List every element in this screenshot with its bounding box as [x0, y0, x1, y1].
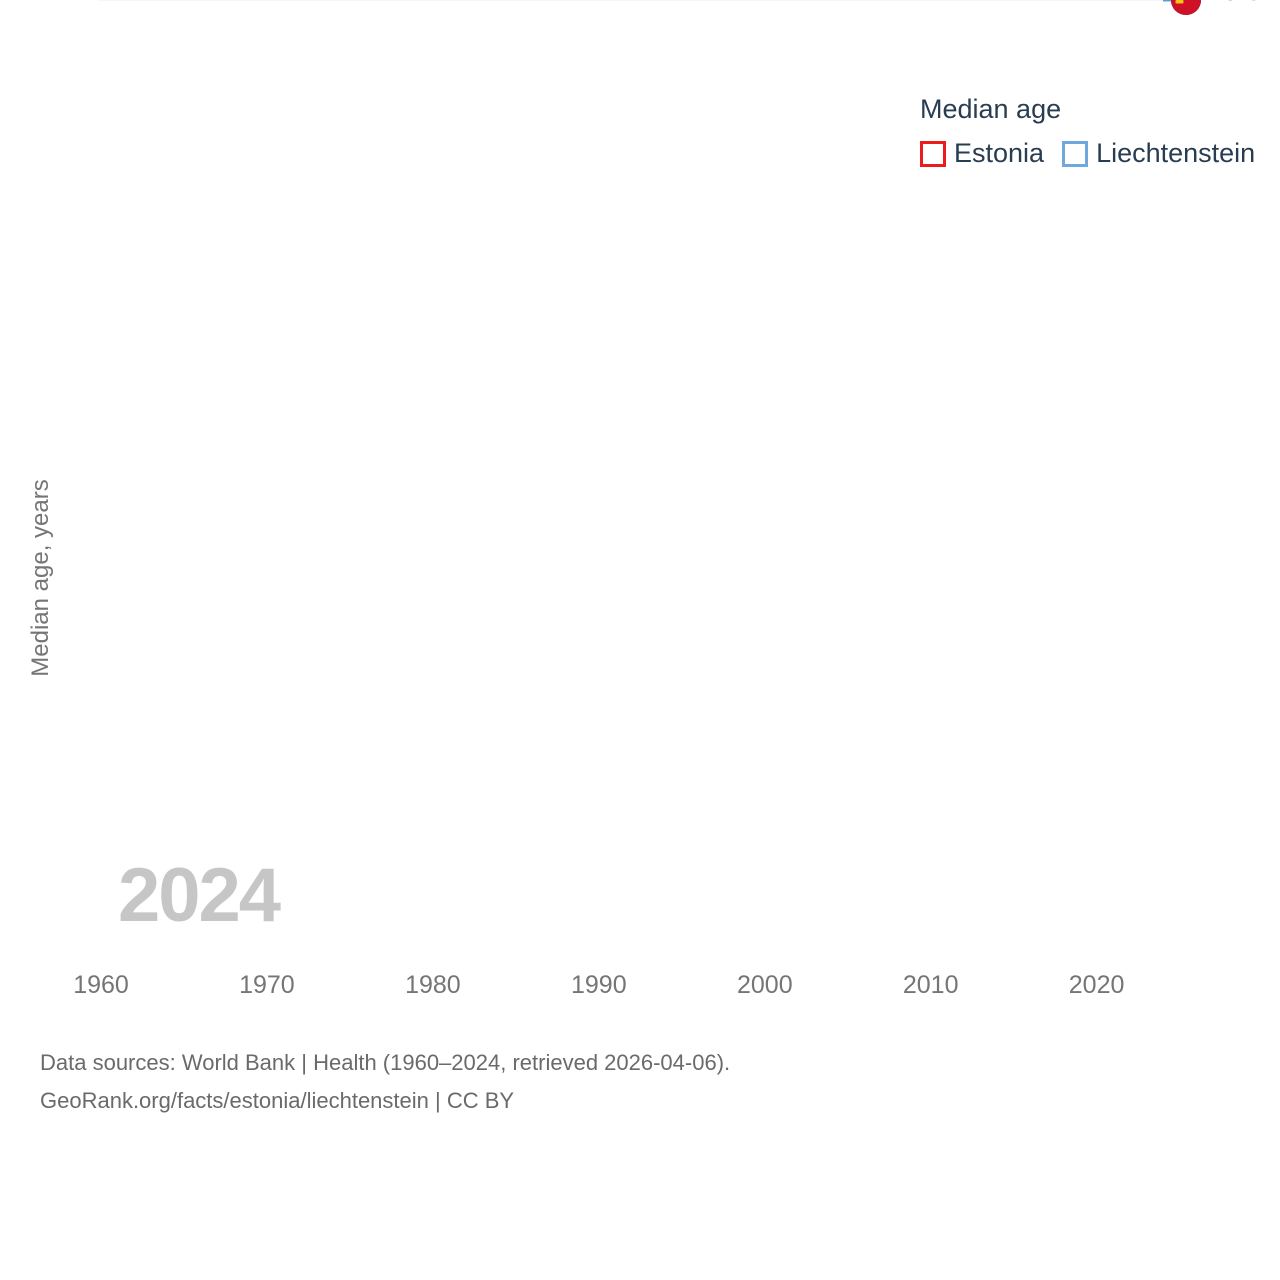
x-tick-2000: 2000 — [737, 971, 793, 999]
legend-item-estonia[interactable]: Estonia — [920, 138, 1044, 169]
x-tick-2020: 2020 — [1069, 971, 1125, 999]
x-tick-1980: 1980 — [405, 971, 461, 999]
x-tick-2010: 2010 — [903, 971, 959, 999]
end-value-liechtenstein: 45.4 — [1207, 0, 1262, 6]
watermark-year: 2024 — [118, 853, 281, 938]
y-tick-44: 44 — [65, 0, 93, 6]
legend-label-liechtenstein: Liechtenstein — [1096, 138, 1256, 168]
y-tick-46: 46 — [65, 0, 93, 6]
end-marker-liechtenstein: 45.4 — [1163, 0, 1262, 15]
end-value-estonia: 43.3 — [1207, 0, 1262, 6]
x-axis-tick-labels: 1960 1970 1980 1990 2000 2010 2020 — [73, 971, 1124, 999]
y-tick-30: 30 — [65, 0, 93, 6]
legend-label-estonia: Estonia — [954, 138, 1045, 168]
y-tick-36: 36 — [65, 0, 93, 6]
estonia-swatch — [920, 140, 946, 167]
liechtenstein-flag-icon — [1171, 0, 1201, 15]
y-axis-tick-labels: 28303234363840424446 — [65, 0, 93, 6]
y-tick-40: 40 — [65, 0, 93, 6]
y-tick-32: 32 — [65, 0, 93, 6]
legend: Median age Estonia Liechtenstein — [920, 94, 1255, 169]
legend-title: Median age — [920, 94, 1062, 124]
legend-items: Estonia Liechtenstein — [920, 138, 1255, 169]
georank-url-line: GeoRank.org/facts/estonia/liechtenstein … — [40, 1088, 515, 1113]
x-tick-1990: 1990 — [571, 971, 627, 999]
y-tick-38: 38 — [65, 0, 93, 6]
y-tick-42: 42 — [65, 0, 93, 6]
source-attribution: Data sources: World Bank | Health (1960–… — [40, 1044, 730, 1120]
liechtenstein-swatch — [1062, 140, 1089, 167]
data-sources-line: Data sources: World Bank | Health (1960–… — [40, 1050, 731, 1075]
x-tick-1970: 1970 — [239, 971, 295, 999]
y-tick-34: 34 — [65, 0, 93, 6]
y-axis-title: Median age, years — [27, 479, 54, 676]
series-end-markers: 43.345.4 — [1163, 0, 1262, 15]
y-tick-28: 28 — [65, 0, 93, 6]
legend-item-liechtenstein[interactable]: Liechtenstein — [1062, 138, 1255, 169]
x-tick-1960: 1960 — [73, 971, 129, 999]
